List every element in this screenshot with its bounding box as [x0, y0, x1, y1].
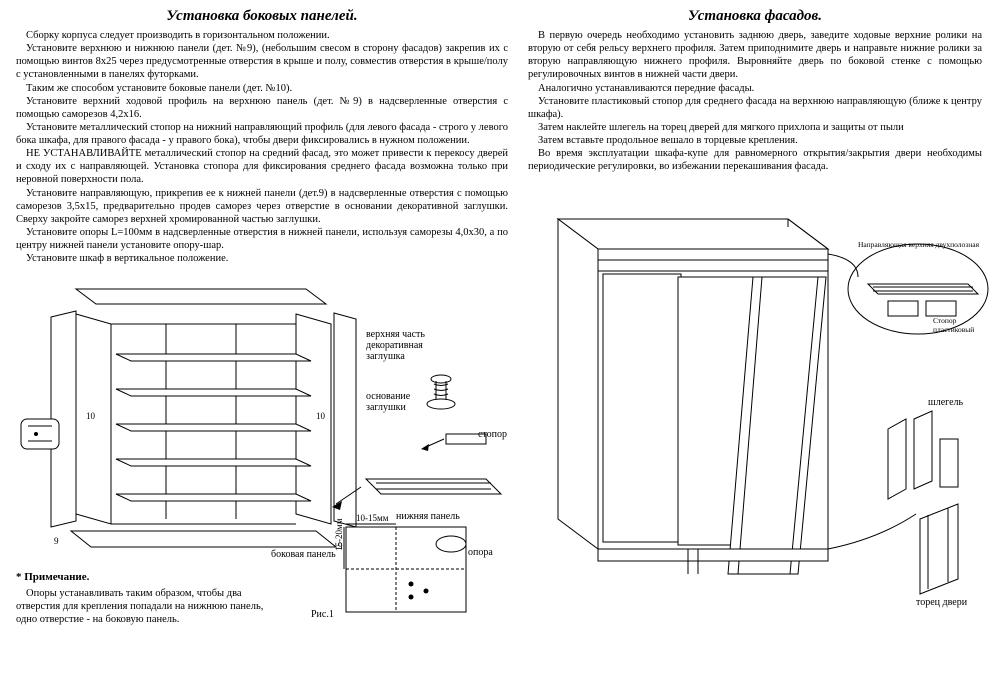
right-text-block: В первую очередь необходимо установить з… [528, 29, 982, 173]
left-column: Установка боковых панелей. Сборку корпус… [0, 0, 520, 691]
left-para-2: Таким же способом установите боковые пан… [16, 82, 508, 95]
shlegel-icon [888, 411, 958, 594]
note-body: Опоры устанавливать таким образом, чтобы… [16, 587, 286, 626]
page: Установка боковых панелей. Сборку корпус… [0, 0, 1000, 691]
dim-15-20: 15-20мм [334, 519, 344, 552]
note-block: * Примечание. Опоры устанавливать таким … [16, 569, 286, 626]
label-plug-base: основаниезаглушки [366, 391, 446, 413]
label-bottom-panel: нижняя панель [396, 511, 460, 522]
right-diagram: Направляющая верхняя двухполозная Стопор… [528, 179, 982, 619]
left-para-8: Установите шкаф в вертикальное положение… [16, 252, 508, 265]
left-text-block: Сборку корпуса следует производить в гор… [16, 29, 508, 265]
left-para-1: Установите верхнюю и нижнюю панели (дет.… [16, 42, 508, 81]
label-stopper-plastic: Стопор пластиковый [933, 317, 993, 334]
left-para-3: Установите верхний ходовой профиль на ве… [16, 95, 508, 121]
fig1-detail [344, 524, 466, 612]
label-9-bl: 9 [54, 536, 59, 546]
left-title: Установка боковых панелей. [16, 8, 508, 25]
stopper-icon [421, 434, 486, 451]
label-stopper: стопор [478, 429, 507, 440]
left-para-5: НЕ УСТАНАВЛИВАЙТЕ металлический стопор н… [16, 147, 508, 186]
right-para-1: Аналогично устанавливаются передние фаса… [528, 82, 982, 95]
note-title: * Примечание. [16, 571, 286, 585]
left-para-7: Установите опоры L=100мм в надсверленные… [16, 226, 508, 252]
left-para-0: Сборку корпуса следует производить в гор… [16, 29, 508, 42]
label-door-end: торец двери [916, 597, 967, 608]
right-para-5: Во время эксплуатации шкафа-купе для рав… [528, 147, 982, 173]
right-para-0: В первую очередь необходимо установить з… [528, 29, 982, 82]
label-rail-top: Направляющая верхняя двухполозная [858, 241, 988, 249]
label-plug-top: верхняя частьдекоративнаязаглушка [366, 329, 456, 362]
label-fig1: Рис.1 [311, 609, 334, 620]
right-para-4: Затем вставьте продольное вешало в торце… [528, 134, 982, 147]
dim-10-15: 10-15мм [356, 513, 389, 523]
label-10-right: 10 [316, 411, 326, 421]
right-title: Установка фасадов. [528, 8, 982, 25]
label-shlegel: шлегель [928, 397, 963, 408]
left-para-6: Установите направляющую, прикрепив ее к … [16, 187, 508, 226]
right-column: Установка фасадов. В первую очередь необ… [520, 0, 1000, 691]
label-side-panel: боковая панель [271, 549, 336, 560]
label-10-left: 10 [86, 411, 96, 421]
right-para-3: Затем наклейте шлегель на торец дверей д… [528, 121, 982, 134]
left-diagram: 10 10 9 9 [16, 269, 508, 629]
left-para-4: Установите металлический стопор на нижни… [16, 121, 508, 147]
rail-profile-icon [332, 479, 501, 510]
right-para-2: Установите пластиковый стопор для средне… [528, 95, 982, 121]
label-support: опора [468, 547, 493, 558]
